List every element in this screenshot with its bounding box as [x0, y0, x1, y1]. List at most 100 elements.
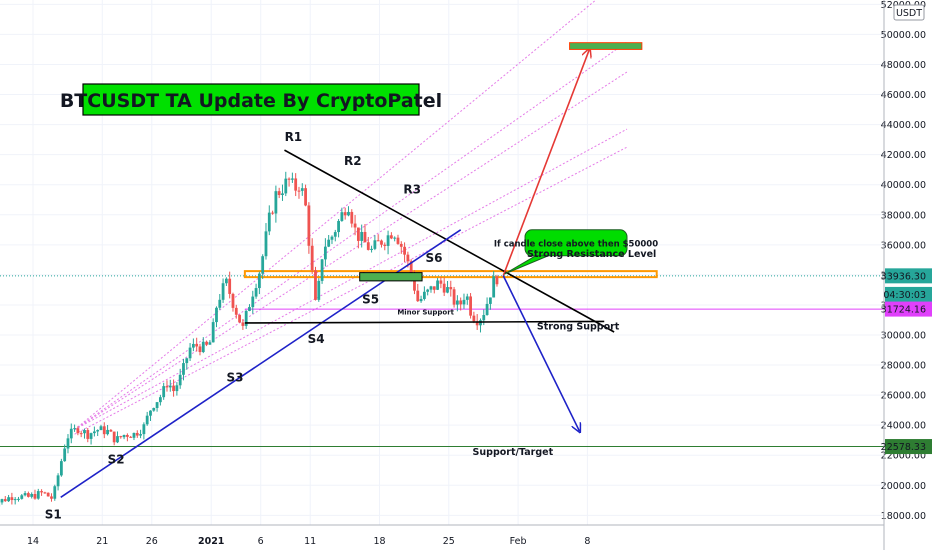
- candle-body[interactable]: [413, 275, 416, 291]
- candle-body[interactable]: [165, 386, 169, 388]
- candle-body[interactable]: [389, 235, 393, 239]
- candle-body[interactable]: [479, 320, 482, 326]
- candle-body[interactable]: [267, 212, 271, 232]
- candle-body[interactable]: [300, 188, 304, 191]
- candle-body[interactable]: [353, 223, 357, 228]
- candle-body[interactable]: [241, 322, 245, 326]
- candle-body[interactable]: [99, 426, 103, 431]
- candle-body[interactable]: [208, 342, 212, 345]
- candle-body[interactable]: [102, 426, 106, 435]
- candle-body[interactable]: [449, 287, 453, 290]
- candle-body[interactable]: [26, 493, 30, 497]
- candle-body[interactable]: [393, 237, 397, 239]
- candle-body[interactable]: [383, 244, 387, 246]
- candle-body[interactable]: [112, 431, 116, 443]
- candle-body[interactable]: [370, 248, 373, 250]
- bearish-arrow[interactable]: [502, 275, 579, 432]
- candle-body[interactable]: [399, 243, 403, 247]
- candle-body[interactable]: [59, 461, 63, 476]
- candle-body[interactable]: [343, 212, 347, 216]
- candle-body[interactable]: [320, 259, 324, 281]
- candle-body[interactable]: [139, 434, 142, 436]
- candle-body[interactable]: [129, 436, 133, 438]
- candle-body[interactable]: [73, 428, 76, 430]
- candle-body[interactable]: [254, 288, 258, 297]
- candle-body[interactable]: [30, 494, 34, 497]
- candle-body[interactable]: [446, 287, 449, 293]
- candle-body[interactable]: [333, 232, 337, 237]
- candle-body[interactable]: [228, 278, 232, 294]
- candle-body[interactable]: [350, 211, 354, 224]
- candle-body[interactable]: [317, 280, 321, 300]
- candle-body[interactable]: [40, 491, 43, 493]
- candle-body[interactable]: [92, 431, 96, 434]
- candle-body[interactable]: [188, 347, 192, 359]
- candle-body[interactable]: [485, 303, 489, 316]
- candle-body[interactable]: [419, 298, 423, 302]
- candle-body[interactable]: [185, 358, 189, 364]
- trendline-0[interactable]: [284, 149, 615, 333]
- candle-body[interactable]: [356, 227, 360, 241]
- candle-body[interactable]: [366, 242, 370, 250]
- candle-body[interactable]: [304, 188, 307, 206]
- candle-body[interactable]: [422, 291, 426, 299]
- candle-body[interactable]: [86, 430, 90, 439]
- candle-body[interactable]: [69, 428, 73, 439]
- candle-body[interactable]: [205, 341, 208, 345]
- candle-body[interactable]: [116, 436, 119, 443]
- candle-body[interactable]: [238, 314, 241, 323]
- candle-body[interactable]: [142, 424, 146, 435]
- candle-body[interactable]: [119, 436, 123, 438]
- candle-body[interactable]: [175, 385, 179, 392]
- candle-body[interactable]: [201, 341, 205, 353]
- candle-body[interactable]: [221, 283, 225, 300]
- candle-body[interactable]: [406, 254, 410, 262]
- candle-body[interactable]: [162, 386, 166, 398]
- candle-body[interactable]: [56, 475, 60, 487]
- candle-body[interactable]: [158, 397, 162, 403]
- candle-body[interactable]: [234, 307, 238, 315]
- candle-body[interactable]: [347, 211, 350, 216]
- candle-body[interactable]: [63, 448, 67, 462]
- candle-body[interactable]: [337, 220, 340, 233]
- candle-body[interactable]: [10, 497, 14, 501]
- candle-body[interactable]: [376, 240, 380, 242]
- candle-body[interactable]: [360, 231, 364, 241]
- candle-body[interactable]: [13, 499, 17, 501]
- candle-body[interactable]: [168, 385, 172, 388]
- candle-body[interactable]: [287, 178, 291, 180]
- candle-body[interactable]: [135, 432, 139, 436]
- candle-body[interactable]: [182, 363, 185, 375]
- candle-body[interactable]: [198, 346, 202, 353]
- candle-body[interactable]: [251, 296, 255, 308]
- candle-body[interactable]: [426, 289, 430, 292]
- candle-body[interactable]: [149, 410, 152, 416]
- candle-body[interactable]: [20, 495, 24, 499]
- candle-body[interactable]: [465, 296, 469, 300]
- candle-body[interactable]: [455, 300, 459, 305]
- candle-body[interactable]: [3, 499, 7, 502]
- bullish-arrow[interactable]: [502, 49, 589, 276]
- candle-body[interactable]: [323, 246, 327, 260]
- candle-body[interactable]: [310, 245, 314, 271]
- candle-body[interactable]: [373, 240, 377, 249]
- candle-body[interactable]: [271, 212, 274, 214]
- candle-body[interactable]: [79, 433, 83, 435]
- candle-body[interactable]: [224, 278, 228, 284]
- candle-body[interactable]: [284, 178, 288, 194]
- candle-body[interactable]: [380, 240, 383, 245]
- candle-body[interactable]: [261, 256, 265, 274]
- candle-body[interactable]: [43, 492, 47, 494]
- drawings[interactable]: If candle close above then $50000: [60, 42, 658, 498]
- candle-body[interactable]: [469, 296, 472, 316]
- candle-body[interactable]: [386, 235, 390, 246]
- candle-body[interactable]: [23, 493, 27, 496]
- candle-body[interactable]: [330, 236, 334, 240]
- candle-body[interactable]: [274, 191, 278, 214]
- candle-body[interactable]: [145, 415, 149, 425]
- candle-body[interactable]: [439, 280, 443, 284]
- candle-body[interactable]: [66, 438, 70, 449]
- candle-body[interactable]: [294, 178, 298, 191]
- candle-body[interactable]: [327, 239, 331, 247]
- candle-body[interactable]: [277, 191, 281, 196]
